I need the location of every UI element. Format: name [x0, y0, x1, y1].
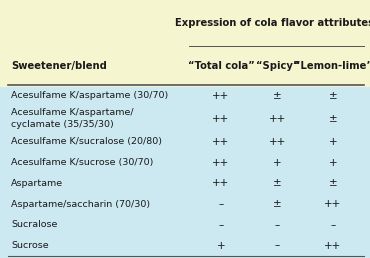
Text: ++: ++ [212, 137, 230, 147]
Text: ++: ++ [212, 91, 230, 101]
Text: –: – [275, 220, 280, 230]
Text: ±: ± [273, 91, 282, 101]
Text: ++: ++ [212, 158, 230, 168]
Text: +: + [217, 240, 225, 251]
Text: Aspartame/saccharin (70/30): Aspartame/saccharin (70/30) [11, 200, 150, 209]
Text: ±: ± [329, 114, 337, 124]
Text: –: – [218, 220, 224, 230]
Text: ±: ± [273, 178, 282, 188]
Text: Sucrose: Sucrose [11, 241, 49, 250]
Text: “Lemon-lime”: “Lemon-lime” [293, 61, 370, 71]
Text: Sweetener/blend: Sweetener/blend [11, 61, 107, 71]
Text: Acesulfame K/sucrose (30/70): Acesulfame K/sucrose (30/70) [11, 158, 154, 167]
Text: Sucralose: Sucralose [11, 220, 57, 229]
Text: Acesulfame K/aspartame/: Acesulfame K/aspartame/ [11, 108, 134, 117]
Text: “Spicy”: “Spicy” [256, 61, 299, 71]
Text: cyclamate (35/35/30): cyclamate (35/35/30) [11, 120, 114, 130]
Text: –: – [275, 240, 280, 251]
Text: Aspartame: Aspartame [11, 179, 63, 188]
Text: Acesulfame K/sucralose (20/80): Acesulfame K/sucralose (20/80) [11, 138, 162, 147]
Text: “Total cola”: “Total cola” [188, 61, 255, 71]
Text: Acesulfame K/aspartame (30/70): Acesulfame K/aspartame (30/70) [11, 91, 168, 100]
Text: ++: ++ [324, 199, 342, 209]
Text: ++: ++ [212, 114, 230, 124]
Text: –: – [330, 220, 336, 230]
Text: +: + [273, 158, 282, 168]
Text: ±: ± [329, 178, 337, 188]
Text: ±: ± [273, 199, 282, 209]
Text: +: + [329, 158, 337, 168]
Text: ++: ++ [269, 114, 286, 124]
Text: –: – [218, 199, 224, 209]
Text: ++: ++ [212, 178, 230, 188]
Text: ++: ++ [269, 137, 286, 147]
Text: ++: ++ [324, 240, 342, 251]
Text: ±: ± [329, 91, 337, 101]
Text: Expression of cola flavor attributesᵃ: Expression of cola flavor attributesᵃ [175, 19, 370, 28]
Text: +: + [329, 137, 337, 147]
